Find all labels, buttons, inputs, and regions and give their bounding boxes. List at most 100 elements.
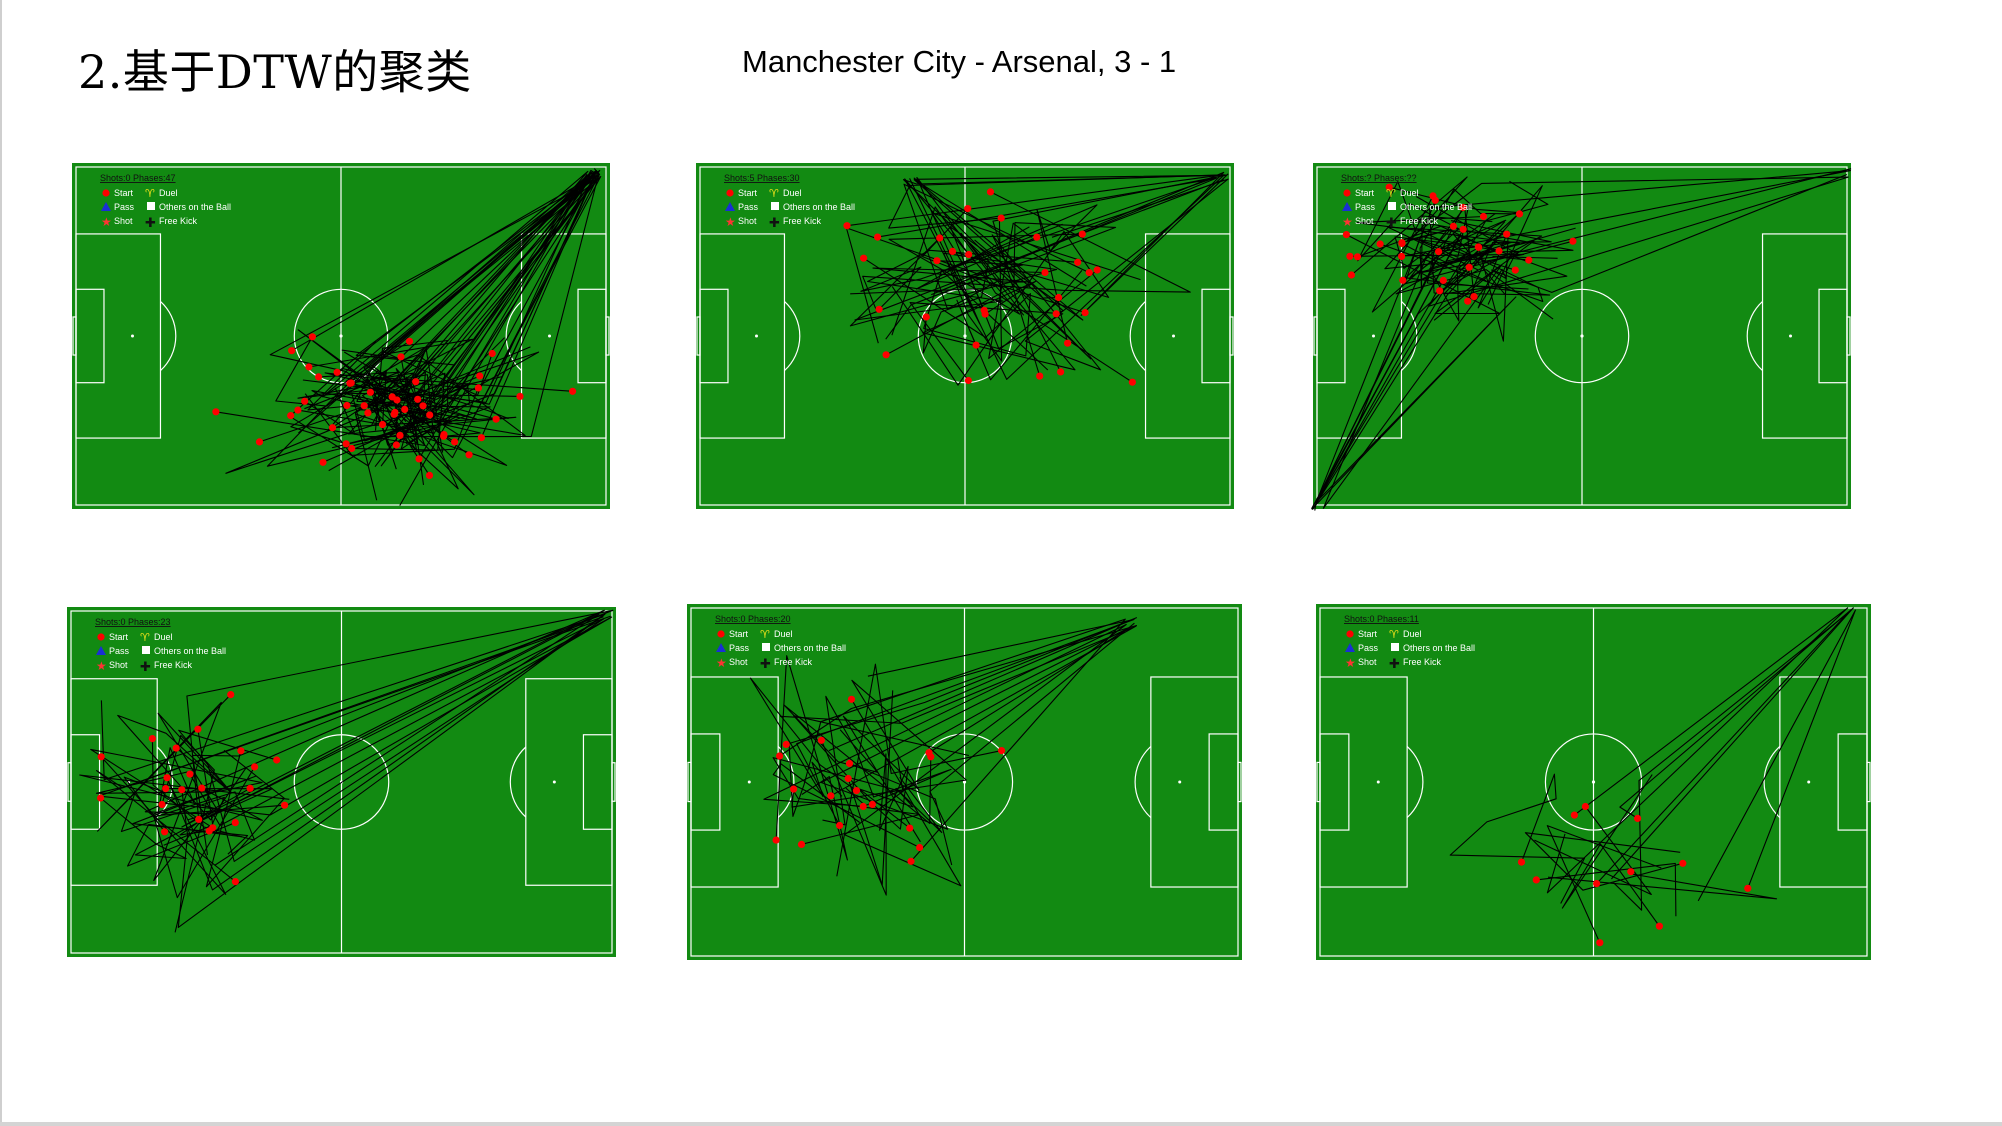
legend-others-label: Others on the Ball xyxy=(1400,202,1472,212)
centre-spot xyxy=(1591,780,1596,784)
start-marker xyxy=(874,233,882,241)
phase-path xyxy=(783,704,932,824)
phase-path xyxy=(380,176,601,476)
phase-path xyxy=(891,206,970,336)
start-marker xyxy=(346,379,354,387)
legend-start-label: Start xyxy=(729,629,749,639)
goal-left xyxy=(72,316,77,356)
start-marker xyxy=(845,759,854,768)
phase-path xyxy=(165,618,605,862)
start-marker xyxy=(782,740,790,748)
phase-path xyxy=(297,329,470,456)
legend-free-kick-icon: ✚ xyxy=(145,215,156,230)
goal-left xyxy=(696,316,701,356)
legend-duel-label: Duel xyxy=(159,188,178,198)
penalty-spot-left xyxy=(1371,334,1375,338)
phase-path xyxy=(779,624,1138,757)
start-marker xyxy=(209,824,217,832)
phase-path xyxy=(1524,832,1683,891)
legend-start-label: Start xyxy=(738,188,758,198)
start-marker xyxy=(1655,922,1663,930)
legend-free-kick-icon: ✚ xyxy=(760,656,771,671)
start-marker xyxy=(981,310,989,318)
start-marker xyxy=(397,353,405,361)
phase-path xyxy=(1449,773,1586,904)
legend-pass-icon xyxy=(96,646,106,655)
start-marker xyxy=(1744,884,1752,892)
phase-path xyxy=(862,191,1191,313)
start-marker xyxy=(1503,230,1511,238)
phase-paths xyxy=(1311,168,1852,511)
start-marker xyxy=(319,458,327,466)
start-marker xyxy=(212,408,220,416)
start-marker xyxy=(843,222,851,230)
start-marker xyxy=(1093,266,1101,274)
phase-path xyxy=(370,391,425,485)
legend: Shots:0 Phases:11 Start Pass★ Shot ♈ Duel Othe… xyxy=(1344,614,1475,671)
legend: Shots:0 Phases:23 Start Pass★ Shot ♈ Duel Othe… xyxy=(95,617,226,674)
phase-paths xyxy=(215,168,602,506)
phase-path xyxy=(100,613,600,866)
start-marker xyxy=(474,384,482,392)
legend-shot-label: Shot xyxy=(738,216,757,226)
legend-start-icon xyxy=(717,630,725,638)
start-marker xyxy=(1679,859,1687,867)
start-marker xyxy=(1511,266,1519,274)
start-marker xyxy=(1495,247,1503,255)
legend-start-label: Start xyxy=(114,188,134,198)
phase-path xyxy=(382,350,493,396)
legend-pass-label: Pass xyxy=(109,646,130,656)
start-marker xyxy=(1439,276,1447,284)
goal-right xyxy=(605,316,610,356)
legend-pass-label: Pass xyxy=(1358,643,1379,653)
start-marker xyxy=(194,725,202,733)
legend-free-kick-icon: ✚ xyxy=(140,659,151,674)
phase-path xyxy=(123,776,166,833)
phase-path xyxy=(1610,607,1854,880)
start-marker xyxy=(1517,858,1526,866)
legend-duel-label: Duel xyxy=(774,629,793,639)
legend-duel-icon: ♈ xyxy=(760,629,770,641)
legend-others-icon xyxy=(142,646,150,654)
cluster-pitch-2: Shots:5 Phases:30 Start Pass★ Shot ♈ Duel Othe… xyxy=(696,163,1234,509)
goal-right xyxy=(1846,316,1851,356)
start-markers xyxy=(97,691,289,886)
phase-path xyxy=(850,275,1086,314)
phase-path xyxy=(891,230,1110,386)
penalty-arc-left xyxy=(784,300,801,372)
phase-path xyxy=(922,232,1076,371)
start-marker xyxy=(933,257,941,265)
start-marker xyxy=(328,424,337,432)
start-marker xyxy=(405,337,414,345)
start-marker xyxy=(1464,297,1472,305)
start-marker xyxy=(492,415,500,423)
penalty-spot-right xyxy=(1178,780,1182,784)
start-marker xyxy=(301,397,309,405)
start-marker xyxy=(1074,258,1082,266)
legend-shot-icon: ★ xyxy=(725,215,736,229)
centre-circle xyxy=(293,288,389,384)
penalty-arc-left xyxy=(777,745,795,819)
cluster-pitch-3: Shots:? Phases:?? Start Pass★ Shot ♈ Duel Othe… xyxy=(1311,163,1852,511)
goal-left xyxy=(67,762,72,802)
cluster-header: Shots:5 Phases:30 xyxy=(724,173,800,183)
start-marker xyxy=(1399,276,1407,284)
phase-path xyxy=(290,345,428,467)
start-marker xyxy=(415,455,423,463)
cluster-header: Shots:0 Phases:23 xyxy=(95,617,171,627)
phase-path xyxy=(913,179,1087,315)
start-marker xyxy=(162,785,170,793)
goal-right xyxy=(1237,761,1242,803)
phase-path xyxy=(96,615,611,883)
start-marker xyxy=(186,770,194,778)
start-marker xyxy=(1581,802,1589,811)
cluster-pitch-6: Shots:0 Phases:11 Start Pass★ Shot ♈ Duel Othe… xyxy=(1316,604,1871,960)
phase-path xyxy=(849,216,1058,362)
phase-path xyxy=(297,374,434,434)
start-marker xyxy=(198,784,206,792)
phase-path xyxy=(117,714,277,821)
phase-path xyxy=(775,655,848,861)
legend-pass-label: Pass xyxy=(1355,202,1376,212)
legend-duel-icon: ♈ xyxy=(1389,629,1399,641)
start-marker xyxy=(163,774,171,782)
